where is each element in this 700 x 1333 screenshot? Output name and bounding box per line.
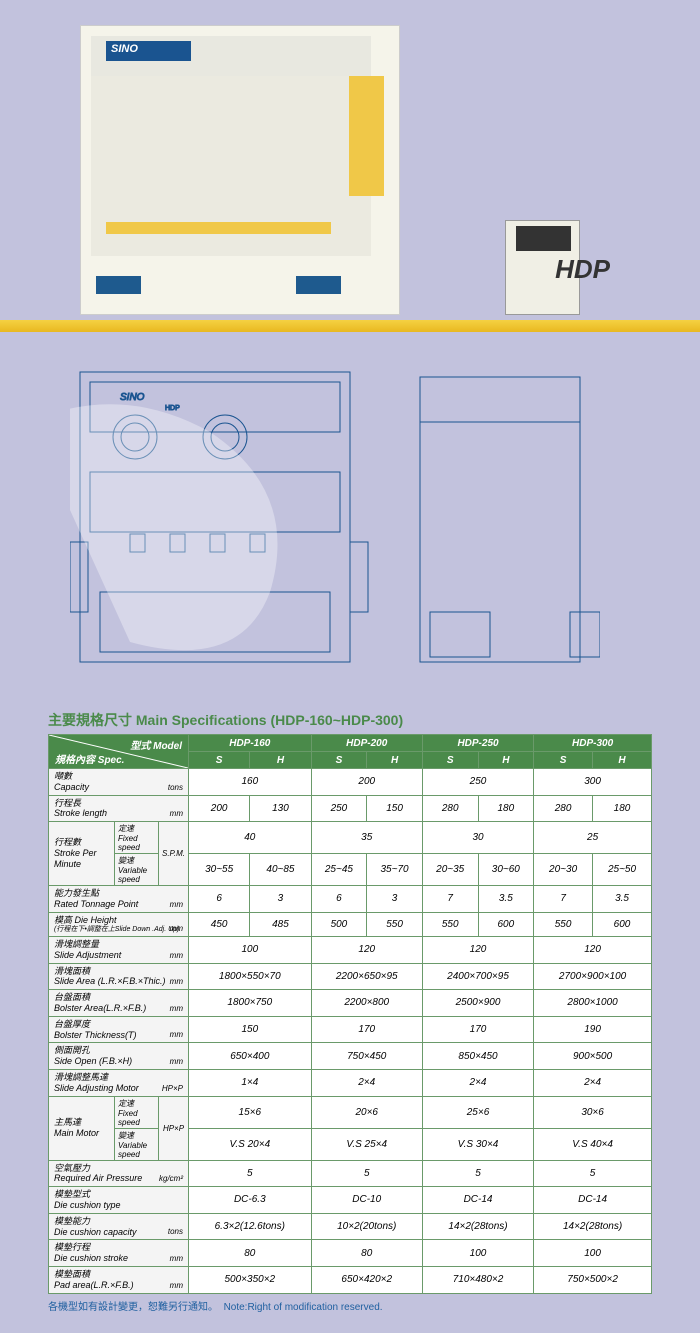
diagram-area: SINO HDP bbox=[0, 332, 700, 702]
svg-text:HDP: HDP bbox=[165, 405, 180, 412]
row-spm-fixed: 行程數Stroke Per Minute 定速Fixed speed S.P.M… bbox=[49, 822, 652, 854]
technical-drawing: SINO HDP bbox=[70, 342, 600, 692]
spec-table: 型式 Model 規格內容 Spec. HDP-160HDP-200 HDP-2… bbox=[48, 734, 652, 1294]
row-slideadj: 滑塊調整量Slide Adjustmentmm 100120 120120 bbox=[49, 936, 652, 963]
spec-section: 主要規格尺寸 Main Specifications (HDP-160~HDP-… bbox=[0, 702, 700, 1333]
footnote: 各機型如有設計變更，恕難另行通知。 Note:Right of modifica… bbox=[48, 1294, 652, 1333]
machine-photo: SINO bbox=[80, 25, 400, 315]
row-slideadjmotor: 滑塊調整馬達Slide Adjusting MotorHP×P 1×42×4 2… bbox=[49, 1069, 652, 1096]
row-cushstroke: 模墊行程Die cushion strokemm 8080 100100 bbox=[49, 1240, 652, 1267]
model-label: HDP bbox=[555, 254, 610, 285]
row-cushtype: 模墊型式Die cushion type DC-6.3DC-10 DC-14DC… bbox=[49, 1187, 652, 1214]
row-bolsterthick: 台盤厚度Bolster Thickness(T)mm 150170 170190 bbox=[49, 1016, 652, 1043]
row-mainmotor-var: 變速Variable speed V.S 20×4V.S 25×4 V.S 30… bbox=[49, 1128, 652, 1160]
svg-text:SINO: SINO bbox=[120, 392, 145, 403]
header-row: 型式 Model 規格內容 Spec. HDP-160HDP-200 HDP-2… bbox=[49, 735, 652, 752]
row-slidearea: 滑塊面積Slide Area (L.R.×F.B.×Thic.)mm 1800×… bbox=[49, 963, 652, 990]
photo-area: SINO HDP bbox=[0, 0, 700, 320]
divider-band bbox=[0, 320, 700, 332]
row-stroke: 行程長Stroke lengthmm 200130250150 28018028… bbox=[49, 795, 652, 822]
machine-logo: SINO bbox=[106, 41, 191, 61]
row-mainmotor-fixed: 主馬達Main Motor 定速Fixed speed HP×P 15×620×… bbox=[49, 1096, 652, 1128]
row-sideopen: 側面開孔Side Open (F.B.×H)mm 650×400750×450 … bbox=[49, 1043, 652, 1070]
row-spm-var: 變速Variable speed 30~5540~8525~4535~70 20… bbox=[49, 854, 652, 886]
row-capacity: 噸數Capacitytons 160200 250300 bbox=[49, 769, 652, 796]
row-padarea: 模墊面積Pad area(L.R.×F.B.)mm 500×350×2650×4… bbox=[49, 1266, 652, 1293]
spec-title: 主要規格尺寸 Main Specifications (HDP-160~HDP-… bbox=[48, 702, 652, 734]
row-dieheight: 模高 Die Height(行程在下•調整在上Slide Down .Adj. … bbox=[49, 912, 652, 936]
row-cushcap: 模墊能力Die cushion capacitytons 6.3×2(12.6t… bbox=[49, 1213, 652, 1240]
row-bolsterarea: 台盤面積Bolster Area(L.R.×F.B.)mm 1800×75022… bbox=[49, 990, 652, 1017]
row-airpress: 空氣壓力Required Air Pressurekg/cm² 55 55 bbox=[49, 1160, 652, 1187]
row-rated: 能力發生點Rated Tonnage Pointmm 6363 73.573.5 bbox=[49, 886, 652, 913]
